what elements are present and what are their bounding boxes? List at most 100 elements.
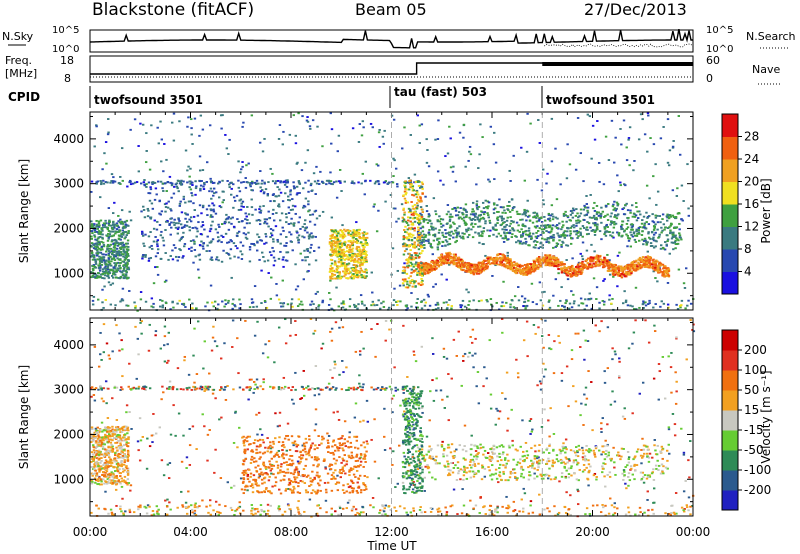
- heatmap-cell: [97, 222, 101, 225]
- heatmap-cell: [570, 274, 573, 277]
- heatmap-cell: [122, 253, 125, 256]
- heatmap-cell: [340, 244, 344, 247]
- heatmap-cell: [328, 270, 332, 273]
- heatmap-cell: [550, 204, 554, 207]
- heatmap-cell: [468, 268, 471, 271]
- heatmap-cell: [595, 255, 598, 258]
- heatmap-cell: [147, 235, 151, 238]
- heatmap-cell: [648, 266, 651, 269]
- heatmap-cell: [144, 233, 147, 236]
- heatmap-cell: [290, 302, 293, 305]
- heatmap-cell: [159, 298, 162, 301]
- heatmap-cell: [395, 220, 398, 223]
- heatmap-cell: [413, 246, 417, 249]
- heatmap-cell: [336, 253, 339, 256]
- heatmap-cell: [269, 200, 272, 203]
- heatmap-cell: [619, 128, 622, 130]
- heatmap-cell: [644, 304, 648, 307]
- heatmap-cell: [147, 181, 151, 184]
- heatmap-cell: [207, 204, 211, 207]
- heatmap-cell: [612, 272, 615, 275]
- heatmap-cell: [116, 244, 120, 247]
- heatmap-cell: [256, 233, 259, 236]
- heatmap-cell: [446, 259, 450, 262]
- heatmap-cell: [550, 260, 554, 263]
- heatmap-cell: [182, 180, 185, 183]
- heatmap-cell: [98, 258, 102, 260]
- heatmap-cell: [329, 237, 332, 240]
- heatmap-cell: [183, 245, 186, 248]
- heatmap-cell: [272, 250, 275, 253]
- heatmap-cell: [107, 232, 110, 235]
- heatmap-cell: [550, 160, 554, 163]
- heatmap-cell: [153, 181, 157, 184]
- heatmap-cell: [524, 230, 527, 233]
- heatmap-cell: [542, 199, 545, 202]
- heatmap-cell: [536, 178, 539, 181]
- heatmap-cell: [191, 227, 194, 229]
- heatmap-cell: [644, 240, 648, 243]
- heatmap-cell: [347, 230, 351, 232]
- heatmap-cell: [452, 236, 455, 239]
- heatmap-cell: [577, 221, 581, 224]
- heatmap-cell: [543, 224, 546, 227]
- heatmap-cell: [297, 221, 300, 224]
- heatmap-cell: [638, 210, 641, 213]
- heatmap-cell: [246, 206, 249, 208]
- heatmap-cell: [224, 221, 227, 224]
- heatmap-cell: [436, 261, 439, 264]
- heatmap-cell: [607, 267, 610, 270]
- heatmap-cell: [391, 247, 395, 250]
- heatmap-cell: [104, 253, 108, 256]
- heatmap-cell: [509, 261, 512, 264]
- heatmap-cell: [596, 223, 599, 226]
- heatmap-cell: [540, 221, 544, 223]
- heatmap-cell: [555, 244, 559, 247]
- heatmap-cell: [102, 253, 105, 256]
- heatmap-cell: [194, 193, 197, 196]
- heatmap-cell: [277, 257, 281, 260]
- heatmap-cell: [382, 306, 386, 308]
- heatmap-cell: [222, 249, 225, 252]
- heatmap-cell: [566, 244, 570, 247]
- heatmap-cell: [631, 235, 634, 238]
- heatmap-cell: [374, 180, 378, 183]
- heatmap-cell: [199, 187, 202, 190]
- heatmap-cell: [658, 233, 661, 236]
- heatmap-cell: [110, 250, 114, 253]
- heatmap-cell: [661, 263, 665, 266]
- heatmap-cell: [482, 227, 486, 230]
- heatmap-cell: [636, 210, 639, 213]
- heatmap-cell: [226, 217, 230, 220]
- heatmap-cell: [329, 269, 333, 272]
- heatmap-cell: [186, 181, 189, 184]
- heatmap-cell: [523, 179, 527, 182]
- heatmap-cell: [245, 215, 248, 218]
- heatmap-cell: [577, 219, 580, 222]
- heatmap-cell: [480, 265, 483, 268]
- heatmap-cell: [294, 288, 298, 291]
- heatmap-cell: [265, 222, 269, 225]
- heatmap-cell: [359, 241, 363, 244]
- heatmap-cell: [424, 235, 427, 238]
- heatmap-cell: [586, 211, 590, 214]
- heatmap-cell: [406, 265, 409, 268]
- heatmap-cell: [391, 181, 395, 184]
- heatmap-cell: [134, 306, 137, 309]
- heatmap-cell: [365, 254, 368, 256]
- heatmap-cell: [581, 265, 584, 268]
- heatmap-cell: [291, 305, 294, 308]
- heatmap-cell: [221, 179, 224, 182]
- heatmap-cell: [276, 186, 279, 189]
- heatmap-cell: [560, 263, 563, 266]
- heatmap-cell: [404, 225, 407, 228]
- heatmap-cell: [512, 229, 516, 232]
- heatmap-cell: [259, 186, 262, 189]
- heatmap-cell: [537, 247, 540, 250]
- heatmap-cell: [504, 237, 507, 240]
- heatmap-cell: [570, 290, 573, 293]
- heatmap-cell: [499, 262, 502, 265]
- heatmap-cell: [422, 270, 426, 273]
- heatmap-cell: [100, 183, 103, 186]
- heatmap-cell: [449, 166, 453, 169]
